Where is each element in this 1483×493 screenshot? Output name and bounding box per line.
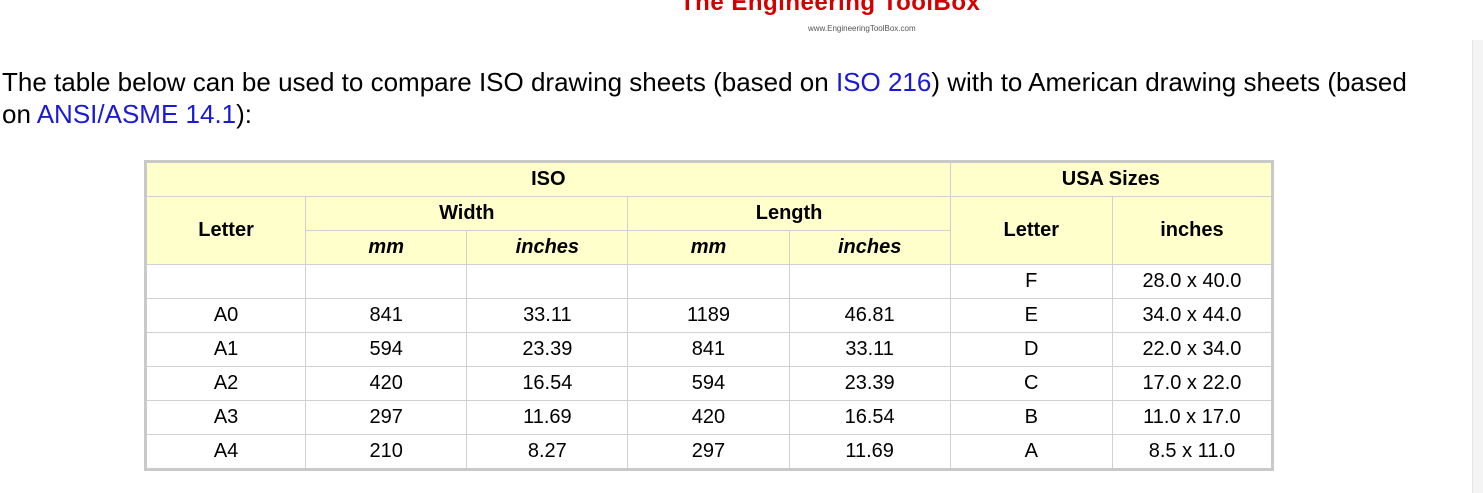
header-length-inches: inches — [788, 230, 951, 265]
cell-length-inches: 23.39 — [788, 366, 951, 401]
cell-usa-letter: B — [949, 400, 1113, 435]
cell-length-inches: 11.69 — [788, 434, 951, 470]
header-iso: ISO — [145, 161, 951, 197]
table-row: F 28.0 x 40.0 — [144, 264, 1274, 299]
cell-length-inches: 46.81 — [788, 298, 951, 333]
cell-length-mm: 297 — [627, 434, 790, 470]
cell-usa-inches: 22.0 x 34.0 — [1111, 332, 1274, 367]
header-iso-letter: Letter — [144, 196, 307, 265]
cell-usa-letter: E — [949, 298, 1113, 333]
iso-216-link[interactable]: ISO 216 — [835, 67, 932, 97]
cell-width-inches: 16.54 — [466, 366, 629, 401]
logo-url: www.EngineeringToolBox.com — [808, 24, 916, 33]
logo-title: The Engineering ToolBox — [680, 0, 981, 16]
table-row: A2 420 16.54 594 23.39 C 17.0 x 22.0 — [144, 366, 1274, 401]
cell-usa-inches: 17.0 x 22.0 — [1111, 366, 1274, 401]
cell-width-inches: 33.11 — [466, 298, 629, 333]
cell-width-mm: 594 — [305, 332, 468, 367]
table-row: A3 297 11.69 420 16.54 B 11.0 x 17.0 — [144, 400, 1274, 435]
table-row: A4 210 8.27 297 11.69 A 8.5 x 11.0 — [144, 434, 1274, 470]
cell-length-mm — [627, 264, 790, 299]
cell-usa-inches: 34.0 x 44.0 — [1111, 298, 1274, 333]
cell-length-mm: 841 — [627, 332, 790, 367]
cell-width-mm: 420 — [305, 366, 468, 401]
header-width: Width — [305, 196, 629, 231]
intro-text-2: ) with to American drawing sheets (based… — [2, 67, 1407, 129]
cell-iso-letter: A4 — [144, 434, 307, 470]
drawing-sheet-comparison-table: ISO USA Sizes Letter Width Length Letter… — [144, 160, 1274, 471]
cell-iso-letter: A3 — [144, 400, 307, 435]
intro-paragraph: The table below can be used to compare I… — [2, 66, 1432, 130]
header-width-inches: inches — [466, 230, 629, 265]
cell-width-mm: 841 — [305, 298, 468, 333]
cell-length-mm: 420 — [627, 400, 790, 435]
site-logo[interactable]: The Engineering ToolBox www.EngineeringT… — [680, 0, 980, 36]
cell-width-inches: 23.39 — [466, 332, 629, 367]
cell-width-inches: 8.27 — [466, 434, 629, 470]
cell-width-mm: 210 — [305, 434, 468, 470]
header-width-mm: mm — [305, 230, 468, 265]
cell-length-inches: 16.54 — [788, 400, 951, 435]
cell-iso-letter: A0 — [144, 298, 307, 333]
cell-usa-letter: D — [949, 332, 1113, 367]
cell-length-mm: 594 — [627, 366, 790, 401]
cell-iso-letter: A1 — [144, 332, 307, 367]
cell-length-inches — [788, 264, 951, 299]
cell-width-mm — [305, 264, 468, 299]
cell-usa-letter: C — [949, 366, 1113, 401]
cell-usa-letter: F — [949, 264, 1113, 299]
header-usa-inches: inches — [1111, 196, 1274, 265]
cell-width-mm: 297 — [305, 400, 468, 435]
cell-iso-letter: A2 — [144, 366, 307, 401]
table-row: A0 841 33.11 1189 46.81 E 34.0 x 44.0 — [144, 298, 1274, 333]
cell-usa-inches: 11.0 x 17.0 — [1111, 400, 1274, 435]
cell-length-inches: 33.11 — [788, 332, 951, 367]
ansi-asme-link[interactable]: ANSI/ASME 14.1 — [36, 99, 237, 129]
cell-width-inches: 11.69 — [466, 400, 629, 435]
scrollbar-track[interactable] — [1472, 40, 1483, 493]
header-usa-letter: Letter — [949, 196, 1113, 265]
cell-usa-inches: 8.5 x 11.0 — [1111, 434, 1274, 470]
intro-text-1: The table below can be used to compare I… — [2, 67, 836, 97]
header-length: Length — [627, 196, 951, 231]
cell-usa-inches: 28.0 x 40.0 — [1111, 264, 1274, 299]
cell-iso-letter — [144, 264, 307, 299]
header-usa-sizes: USA Sizes — [949, 161, 1274, 197]
header-length-mm: mm — [627, 230, 790, 265]
intro-text-3: ): — [236, 99, 253, 129]
table-row: A1 594 23.39 841 33.11 D 22.0 x 34.0 — [144, 332, 1274, 367]
cell-length-mm: 1189 — [627, 298, 790, 333]
cell-width-inches — [466, 264, 629, 299]
cell-usa-letter: A — [949, 434, 1113, 470]
